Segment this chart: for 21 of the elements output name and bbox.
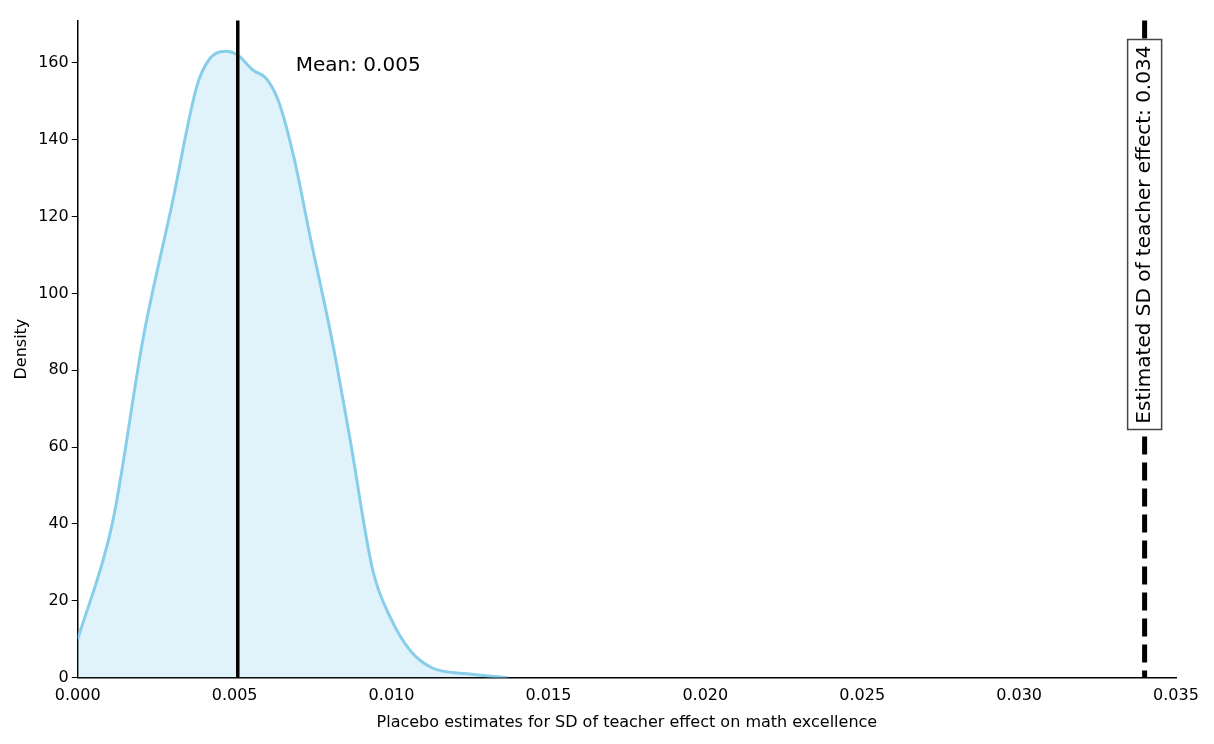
y-tick-label: 120 [38, 205, 69, 225]
x-tick-label: 0.020 [682, 685, 729, 705]
x-tick-label: 0.030 [996, 685, 1043, 705]
ref-line-label: Mean: 0.005 [295, 51, 421, 76]
x-axis-title: Placebo estimates for SD of teacher effect on math excellence [376, 711, 878, 731]
y-tick-label: 80 [48, 359, 69, 379]
x-tick-label: 0.035 [1153, 685, 1199, 705]
x-tick-label: 0.005 [211, 685, 258, 705]
y-tick-label: 160 [38, 52, 69, 72]
y-tick-label: 60 [48, 436, 69, 456]
y-tick-label: 40 [48, 513, 69, 533]
x-tick-label: 0.025 [839, 685, 886, 705]
x-tick-label: 0.010 [368, 685, 415, 705]
y-tick-label: 140 [38, 128, 69, 148]
x-tick-label: 0.015 [525, 685, 572, 705]
y-tick-label: 100 [38, 282, 69, 302]
y-tick-label: 0 [58, 666, 69, 686]
y-axis-title: Density [10, 318, 30, 380]
ref-line-label: Estimated SD of teacher effect: 0.034 [1130, 45, 1155, 424]
y-tick-label: 20 [48, 589, 69, 609]
x-tick-label: 0.000 [54, 685, 101, 705]
